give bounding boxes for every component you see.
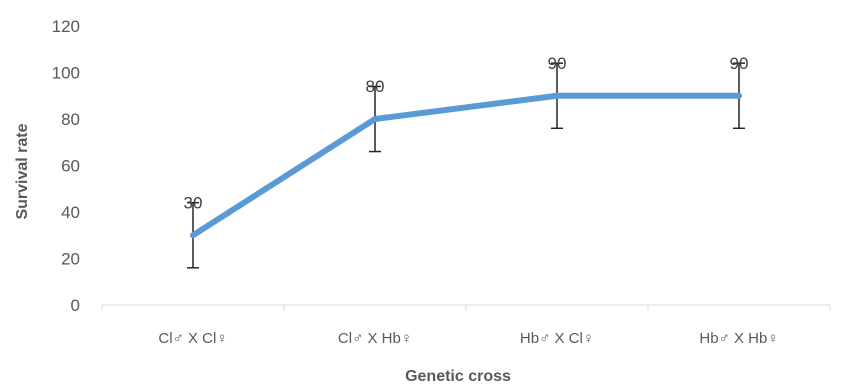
y-axis-ticks: 0 20 40 60 80 100 120	[52, 17, 80, 315]
y-tick-label: 60	[61, 157, 80, 176]
x-axis-tick-labels: Cl♂ X Cl♀ Cl♂ X Hb♀ Hb♂ X Cl♀ Hb♂ X Hb♀	[158, 330, 778, 347]
data-label: 30	[184, 193, 203, 212]
y-tick-label: 20	[61, 250, 80, 269]
x-tick-label: Cl♂ X Hb♀	[338, 330, 412, 347]
y-tick-label: 120	[52, 17, 80, 36]
series-line	[190, 92, 742, 239]
y-tick-label: 40	[61, 203, 80, 222]
x-tick-label: Hb♂ X Cl♀	[520, 330, 594, 347]
y-tick-label: 80	[61, 110, 80, 129]
x-axis-tickmarks	[101, 305, 831, 311]
data-label: 80	[366, 77, 385, 96]
data-label: 90	[730, 54, 749, 73]
data-labels: 30 80 90 90	[184, 54, 749, 213]
y-tick-label: 100	[52, 64, 80, 83]
y-tick-label: 0	[71, 296, 80, 315]
series-lines	[190, 92, 742, 239]
y-axis-title: Survival rate	[14, 123, 31, 219]
data-label: 90	[548, 54, 567, 73]
x-axis-title: Genetic cross	[405, 368, 511, 385]
x-tick-label: Hb♂ X Hb♀	[699, 330, 778, 347]
x-tick-label: Cl♂ X Cl♀	[158, 330, 227, 347]
